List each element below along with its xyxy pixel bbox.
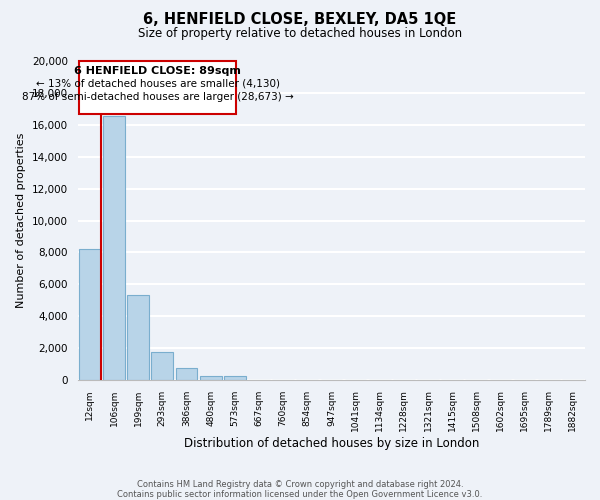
- Bar: [200, 376, 221, 380]
- Bar: [224, 376, 245, 380]
- Text: Contains public sector information licensed under the Open Government Licence v3: Contains public sector information licen…: [118, 490, 482, 499]
- Bar: [176, 368, 197, 380]
- Text: 6 HENFIELD CLOSE: 89sqm: 6 HENFIELD CLOSE: 89sqm: [74, 66, 241, 76]
- Bar: [103, 116, 125, 380]
- FancyBboxPatch shape: [79, 62, 236, 114]
- X-axis label: Distribution of detached houses by size in London: Distribution of detached houses by size …: [184, 437, 479, 450]
- Text: 87% of semi-detached houses are larger (28,673) →: 87% of semi-detached houses are larger (…: [22, 92, 293, 102]
- Text: 6, HENFIELD CLOSE, BEXLEY, DA5 1QE: 6, HENFIELD CLOSE, BEXLEY, DA5 1QE: [143, 12, 457, 28]
- Y-axis label: Number of detached properties: Number of detached properties: [16, 133, 26, 308]
- Text: Contains HM Land Registry data © Crown copyright and database right 2024.: Contains HM Land Registry data © Crown c…: [137, 480, 463, 489]
- Bar: [127, 296, 149, 380]
- Text: Size of property relative to detached houses in London: Size of property relative to detached ho…: [138, 28, 462, 40]
- Bar: [151, 352, 173, 380]
- Bar: [79, 249, 101, 380]
- Text: ← 13% of detached houses are smaller (4,130): ← 13% of detached houses are smaller (4,…: [35, 79, 280, 89]
